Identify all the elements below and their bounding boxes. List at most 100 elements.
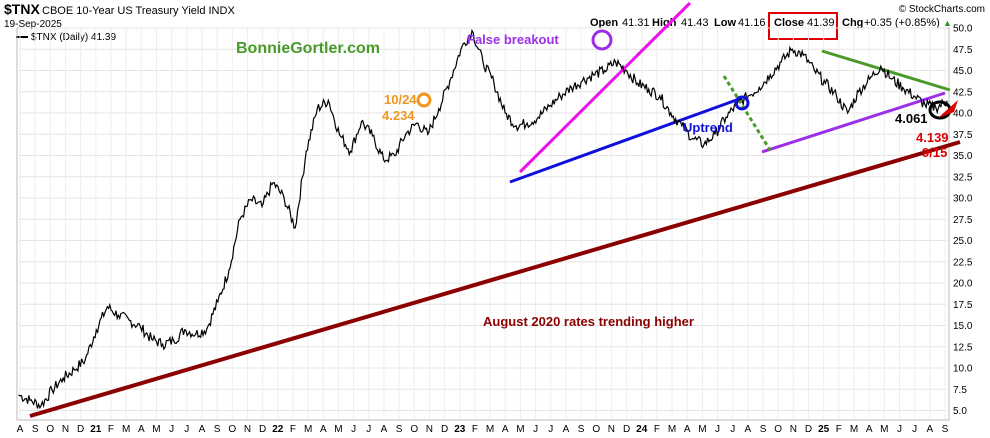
y-tick-label: 5.0 — [953, 406, 967, 417]
data-point — [659, 95, 661, 97]
x-tick-label: M — [698, 424, 706, 435]
data-point — [206, 328, 208, 330]
data-point — [460, 48, 462, 50]
data-point — [239, 218, 241, 220]
x-tick-label: S — [942, 424, 949, 435]
false-breakout-label: False breakout — [467, 32, 559, 47]
x-tick-label: D — [805, 424, 812, 435]
y-tick-label: 47.5 — [953, 45, 973, 56]
high-label: High — [652, 17, 677, 29]
data-point — [106, 306, 108, 308]
x-tick-label: 21 — [90, 424, 102, 435]
grid — [19, 27, 947, 419]
x-tick-label: O — [46, 424, 54, 435]
source-credit: © StockCharts.com — [899, 4, 985, 15]
y-tick-label: 12.5 — [953, 342, 973, 353]
chart-description: CBOE 10-Year US Treasury Yield INDX — [42, 5, 235, 17]
high-value: 41.43 — [681, 17, 709, 29]
data-point — [626, 69, 628, 72]
x-tick-label: F — [290, 424, 296, 435]
resistance-line-2025 — [821, 49, 951, 92]
close-value: 41.39 — [807, 17, 835, 29]
data-point — [18, 394, 20, 396]
data-point — [846, 112, 849, 114]
x-tick-label: M — [516, 424, 524, 435]
y-tick-label: 10.0 — [953, 364, 973, 375]
data-point — [51, 389, 53, 391]
data-point — [416, 122, 418, 124]
data-point — [283, 197, 285, 199]
data-point — [835, 95, 838, 97]
breakout-line — [518, 1, 692, 174]
data-point — [869, 78, 871, 80]
data-point — [670, 112, 672, 114]
data-point — [858, 91, 860, 93]
data-point — [703, 143, 705, 146]
x-tick-label: 23 — [454, 424, 466, 435]
x-tick-label: A — [502, 424, 509, 435]
x-tick-label: A — [684, 424, 691, 435]
data-point — [382, 159, 385, 161]
data-point — [449, 80, 451, 82]
y-axis: 5.0 7.5 10.0 12.5 15.0 17.5 20.0 22.5 25.0 27.5 30… — [953, 24, 973, 418]
data-point — [250, 199, 252, 201]
data-point — [891, 78, 893, 80]
trend-annotation: August 2020 rates trending higher — [483, 314, 694, 329]
data-point — [692, 137, 694, 140]
x-tick-label: D — [623, 424, 630, 435]
x-tick-label: J — [533, 424, 538, 435]
data-point — [40, 404, 42, 406]
data-point — [128, 319, 131, 321]
data-point — [471, 29, 473, 32]
x-tick-label: S — [578, 424, 585, 435]
x-tick-label: A — [320, 424, 327, 435]
data-point — [581, 80, 584, 82]
data-point — [603, 69, 606, 72]
data-point — [813, 69, 816, 72]
data-point — [780, 61, 782, 63]
data-point — [228, 269, 230, 271]
x-tick-label: M — [152, 424, 160, 435]
data-point — [714, 133, 716, 135]
y-tick-label: 32.5 — [953, 172, 973, 183]
data-point — [139, 326, 142, 328]
x-tick-label: M — [334, 424, 342, 435]
x-tick-label: S — [760, 424, 767, 435]
data-point — [824, 82, 827, 84]
trendlines — [29, 1, 961, 418]
red-arrow-icon — [938, 100, 958, 118]
data-point — [880, 65, 882, 67]
data-point — [294, 227, 296, 229]
chg-label: Chg — [842, 17, 863, 29]
y-tick-label: 35.0 — [953, 151, 973, 162]
data-point — [162, 343, 164, 345]
data-point — [526, 122, 528, 124]
y-tick-label: 50.0 — [953, 24, 973, 35]
low-label: Low — [714, 17, 736, 29]
x-tick-label: N — [426, 424, 433, 435]
x-tick-label: J — [184, 424, 189, 435]
x-tick-label: J — [169, 424, 174, 435]
data-point — [935, 107, 937, 109]
x-tick-label: O — [774, 424, 782, 435]
data-point — [913, 95, 915, 97]
x-tick-label: F — [108, 424, 114, 435]
x-tick-label: A — [138, 424, 145, 435]
uptrend-label: Uptrend — [683, 120, 733, 135]
up-arrow-icon: ▲ — [943, 18, 952, 28]
data-point — [648, 88, 650, 90]
data-point — [769, 74, 771, 76]
chart-date: 19-Sep-2025 — [4, 19, 62, 30]
x-tick-label: J — [730, 424, 735, 435]
data-point — [360, 120, 363, 123]
x-tick-label: J — [548, 424, 553, 435]
data-point — [150, 338, 153, 340]
x-tick-label: D — [441, 424, 448, 435]
x-tick-label: F — [654, 424, 660, 435]
x-tick-label: S — [32, 424, 39, 435]
x-tick-label: A — [866, 424, 873, 435]
data-point — [29, 399, 31, 401]
oct-high-marker — [416, 92, 432, 108]
y-tick-label: 17.5 — [953, 300, 973, 311]
data-point — [791, 48, 793, 50]
